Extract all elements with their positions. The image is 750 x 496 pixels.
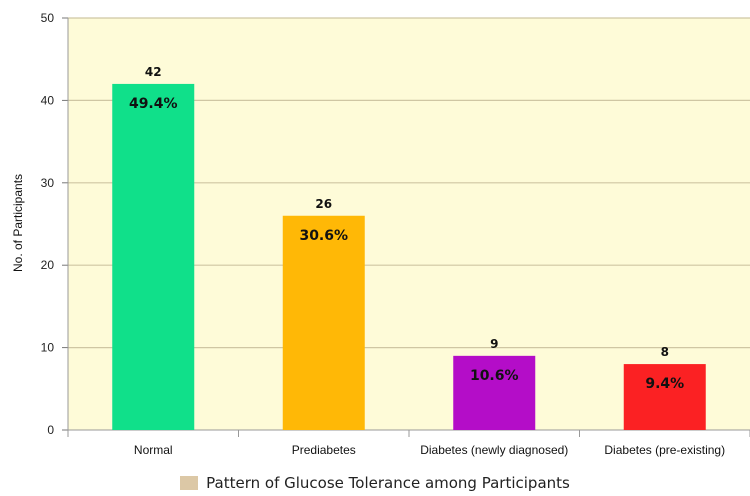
y-tick-label: 50 [41, 11, 55, 25]
value-label: 9 [490, 337, 498, 351]
category-label: Diabetes (pre-existing) [604, 443, 725, 457]
legend-swatch [180, 476, 199, 490]
y-tick-label: 0 [47, 423, 54, 437]
y-tick-label: 20 [41, 258, 55, 272]
bars [112, 83, 706, 431]
bar [282, 215, 365, 430]
legend-label: Pattern of Glucose Tolerance among Parti… [206, 474, 570, 492]
y-axis-label: No. of Participants [11, 174, 25, 272]
y-tick-label: 30 [41, 176, 55, 190]
labels: 42 49.4% Normal 26 30.6% Prediabetes 9 10.6% Dia… [129, 65, 725, 457]
category-label: Prediabetes [292, 443, 356, 457]
category-label: Diabetes (newly diagnosed) [420, 443, 568, 457]
category-label: Normal [134, 443, 173, 457]
bar [623, 364, 706, 430]
bar [112, 83, 195, 431]
value-label: 8 [661, 345, 669, 359]
percent-label: 10.6% [470, 368, 519, 384]
percent-label: 49.4% [129, 96, 178, 112]
y-tick-label: 10 [41, 341, 55, 355]
percent-label: 9.4% [645, 376, 684, 392]
bar [453, 355, 536, 430]
percent-label: 30.6% [299, 228, 348, 244]
y-tick-label: 40 [41, 93, 55, 107]
legend: Pattern of Glucose Tolerance among Parti… [0, 474, 750, 492]
value-label: 26 [315, 197, 332, 211]
bar-chart: 0 10 20 30 40 50 42 49.4% Normal 26 30.6% Prediabe… [11, 11, 750, 457]
value-label: 42 [145, 65, 162, 79]
